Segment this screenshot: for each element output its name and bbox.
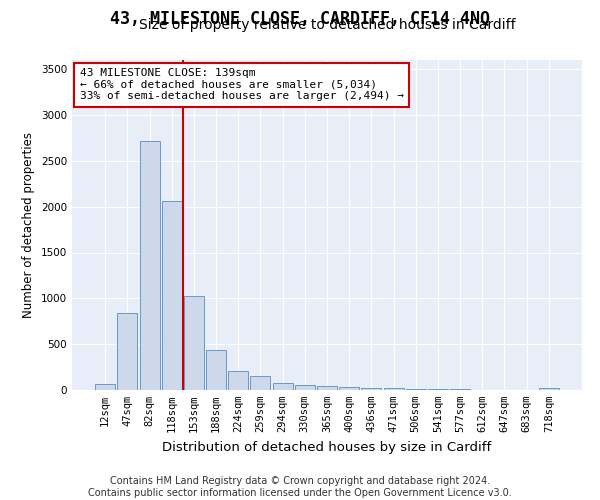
- Bar: [339, 387, 359, 390]
- Bar: [206, 350, 226, 390]
- Bar: [272, 382, 293, 390]
- Bar: [295, 385, 315, 390]
- Bar: [250, 376, 271, 390]
- Text: Contains HM Land Registry data © Crown copyright and database right 2024.
Contai: Contains HM Land Registry data © Crown c…: [88, 476, 512, 498]
- Y-axis label: Number of detached properties: Number of detached properties: [22, 132, 35, 318]
- Bar: [228, 371, 248, 390]
- X-axis label: Distribution of detached houses by size in Cardiff: Distribution of detached houses by size …: [163, 440, 491, 454]
- Text: 43, MILESTONE CLOSE, CARDIFF, CF14 4NQ: 43, MILESTONE CLOSE, CARDIFF, CF14 4NQ: [110, 10, 490, 28]
- Bar: [184, 296, 204, 390]
- Bar: [539, 388, 559, 390]
- Bar: [406, 389, 426, 390]
- Bar: [140, 140, 160, 390]
- Bar: [118, 313, 137, 390]
- Bar: [95, 384, 115, 390]
- Bar: [361, 388, 382, 390]
- Bar: [317, 386, 337, 390]
- Bar: [162, 201, 182, 390]
- Bar: [383, 388, 404, 390]
- Title: Size of property relative to detached houses in Cardiff: Size of property relative to detached ho…: [139, 18, 515, 32]
- Text: 43 MILESTONE CLOSE: 139sqm
← 66% of detached houses are smaller (5,034)
33% of s: 43 MILESTONE CLOSE: 139sqm ← 66% of deta…: [80, 68, 404, 102]
